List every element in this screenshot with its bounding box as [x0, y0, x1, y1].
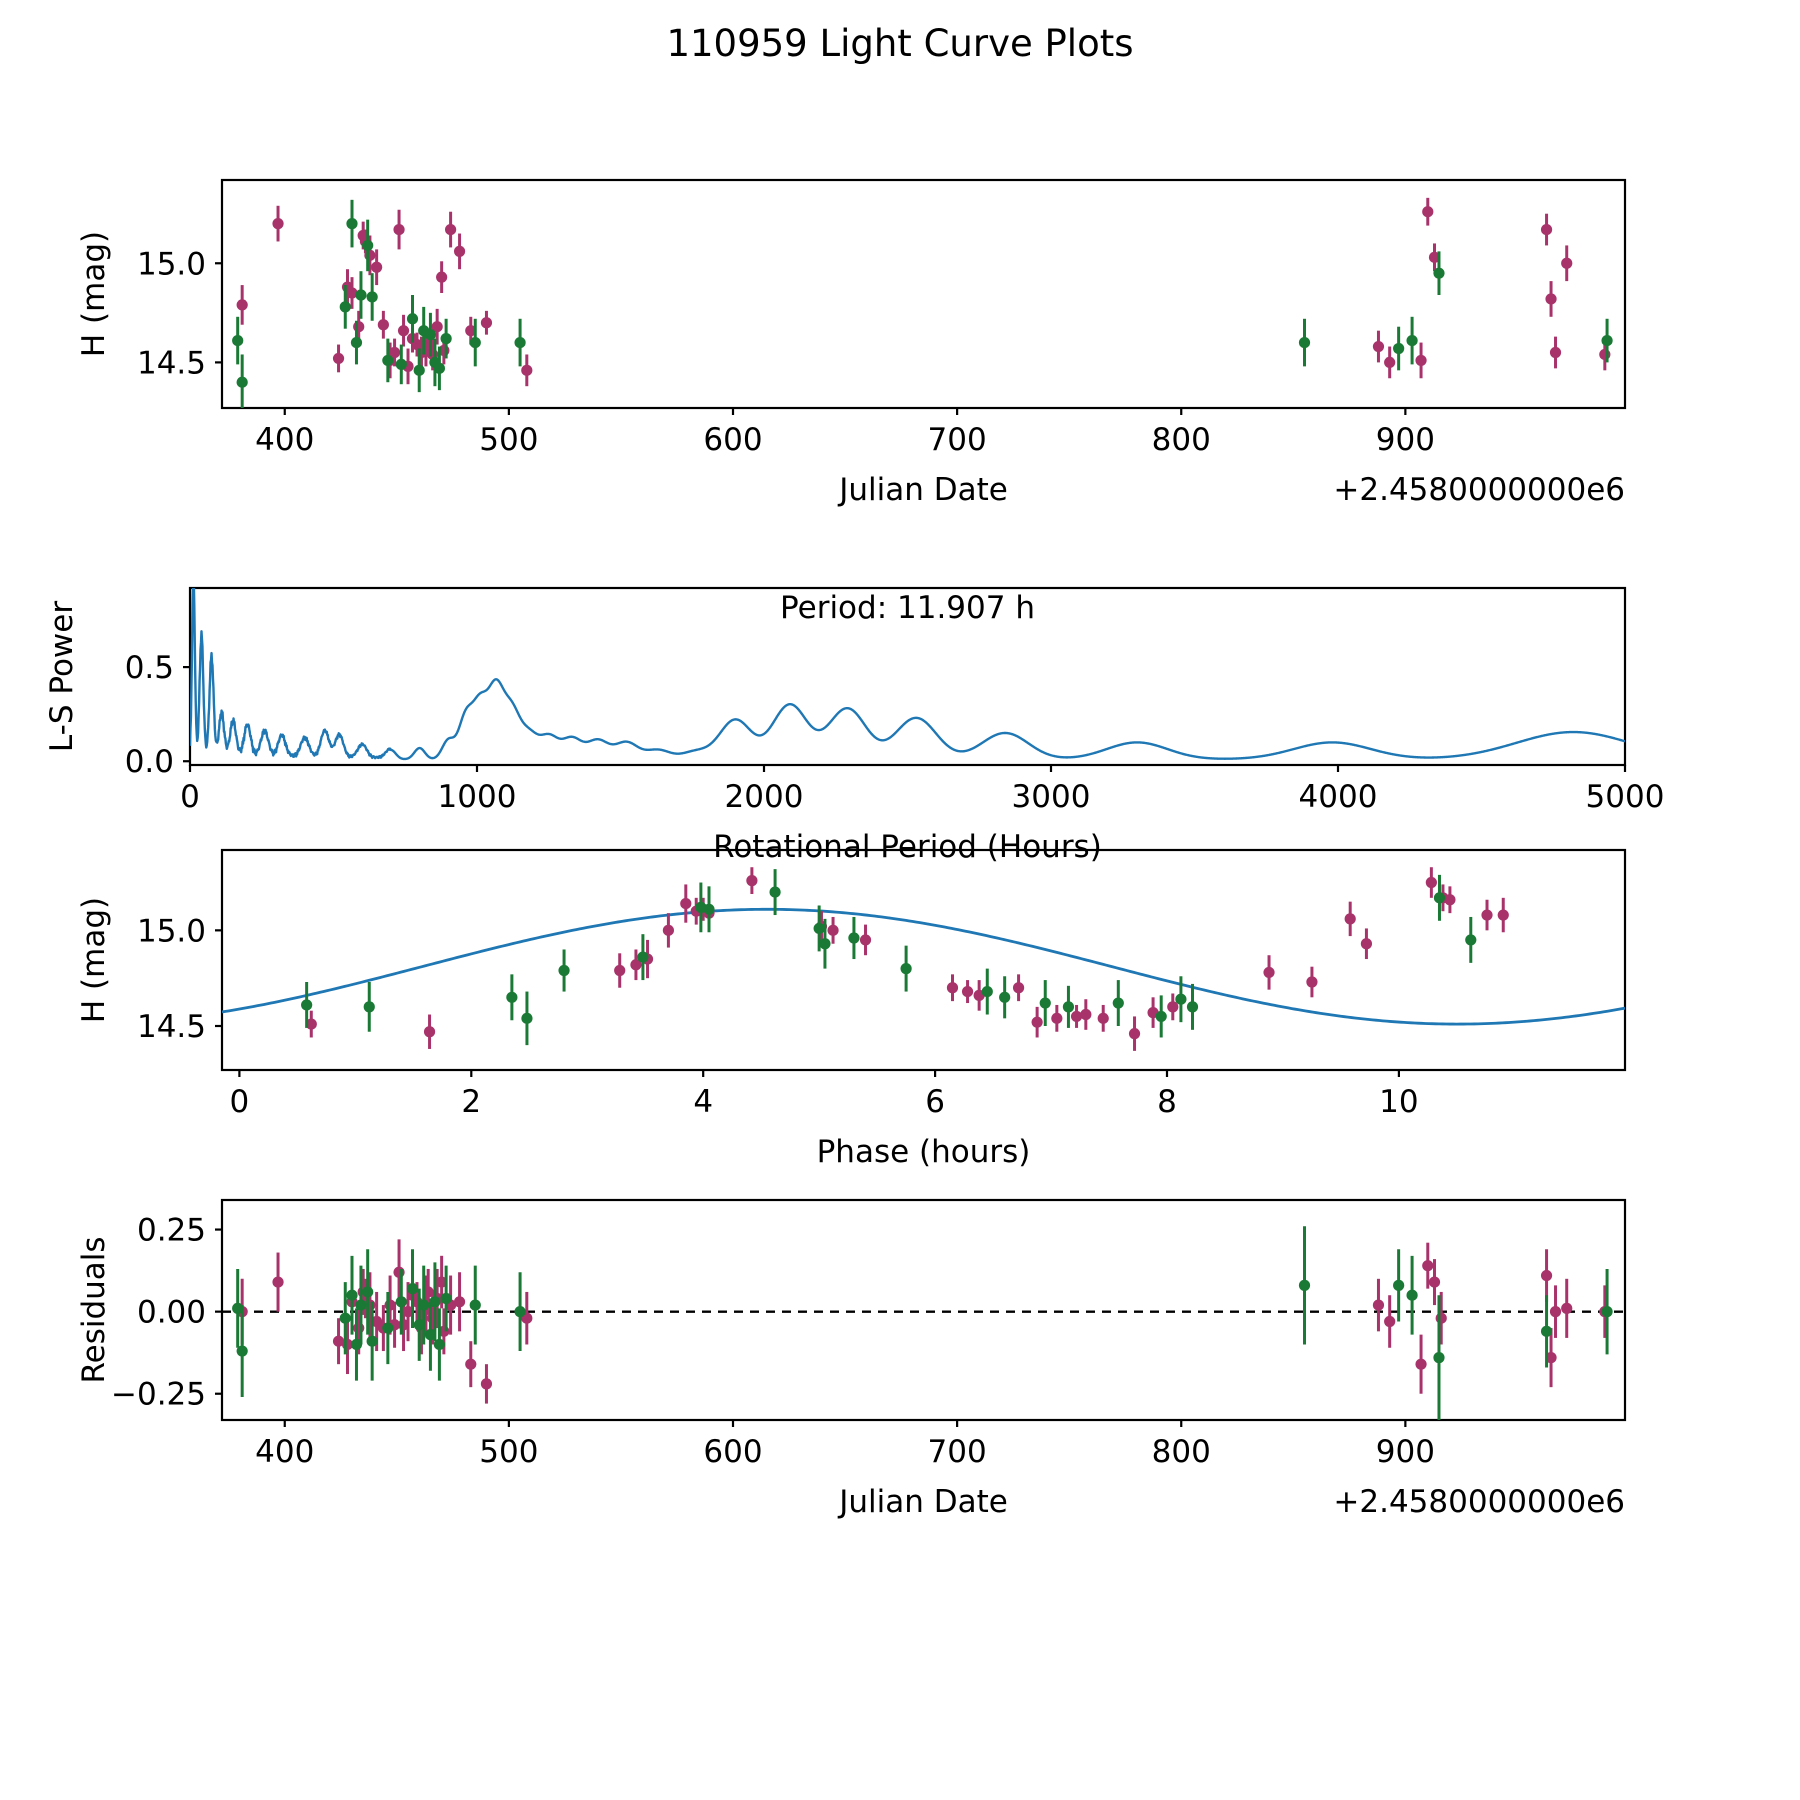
x-tick-label: 4 — [693, 1084, 713, 1120]
plot-area — [232, 1226, 1613, 1420]
x-tick-label: 8 — [1157, 1084, 1177, 1120]
y-tick-label: −0.25 — [111, 1377, 206, 1413]
plot-area — [190, 588, 1625, 761]
x-tick-label: 900 — [1376, 422, 1435, 458]
y-axis-label: H (mag) — [76, 231, 112, 357]
x-tick-label: 800 — [1152, 1434, 1211, 1470]
x-tick-label: 10 — [1379, 1084, 1418, 1120]
y-tick-label: 0.5 — [125, 650, 174, 686]
y-tick-label: 14.5 — [137, 1009, 206, 1045]
panel-phase-folded: 0 2 4 6 8 10 14.5 15.0 H (mag) Phase (hours) — [0, 830, 1800, 1170]
x-axis-offset-label: +2.4580000000e6 — [1333, 472, 1625, 508]
y-tick-label: 0.0 — [125, 744, 174, 780]
periodogram-line — [190, 588, 1625, 761]
sine-fit-curve — [222, 907, 1625, 1026]
panel-periodogram: 0 1000 2000 3000 4000 5000 0.0 0.5 L-S Power Rota… — [0, 570, 1800, 865]
x-axis-label: Julian Date — [837, 472, 1008, 508]
x-tick-label: 3000 — [1012, 779, 1091, 815]
x-tick-label: 5000 — [1586, 779, 1665, 815]
data-series-series_a — [236, 197, 1611, 387]
plot-frame — [220, 1198, 1627, 1422]
x-tick-label: 400 — [255, 422, 314, 458]
panel-raw-lightcurve: 400 500 600 700 800 900 14.5 15.0 H (mag) Julian … — [0, 150, 1800, 570]
data-series-series_b — [232, 199, 1613, 408]
x-tick-label: 900 — [1376, 1434, 1435, 1470]
x-tick-label: 1000 — [438, 779, 517, 815]
x-tick-label: 700 — [928, 422, 987, 458]
plot-frame — [220, 848, 1627, 1072]
y-tick-label: 0.00 — [137, 1295, 206, 1331]
x-tick-label: 4000 — [1299, 779, 1378, 815]
y-axis-label: Residuals — [76, 1236, 112, 1383]
y-tick-label: 15.0 — [137, 913, 206, 949]
x-tick-label: 500 — [479, 1434, 538, 1470]
x-tick-label: 2000 — [725, 779, 804, 815]
x-tick-label: 6 — [925, 1084, 945, 1120]
x-axis-label: Phase (hours) — [817, 1134, 1031, 1170]
x-tick-label: 800 — [1152, 422, 1211, 458]
panel-residuals: 400 500 600 700 800 900 −0.25 0.00 0.25 Residuals… — [0, 1170, 1800, 1520]
y-tick-label: 15.0 — [137, 246, 206, 282]
period-annotation: Period: 11.907 h — [780, 590, 1035, 626]
x-axis-label: Rotational Period (Hours) — [713, 829, 1102, 865]
data-series-series_b — [301, 869, 1477, 1046]
figure-title: 110959 Light Curve Plots — [666, 22, 1134, 65]
x-tick-label: 400 — [255, 1434, 314, 1470]
plot-area — [222, 867, 1625, 1051]
x-tick-label: 500 — [479, 422, 538, 458]
x-tick-label: 600 — [703, 422, 762, 458]
x-axis-offset-label: +2.4580000000e6 — [1333, 1484, 1625, 1520]
x-tick-label: 600 — [703, 1434, 762, 1470]
plot-frame — [188, 586, 1627, 767]
data-series-series_b — [232, 1226, 1613, 1420]
y-tick-label: 14.5 — [137, 345, 206, 381]
plot-frame — [220, 178, 1627, 410]
x-tick-label: 0 — [230, 1084, 250, 1120]
x-axis-label: Julian Date — [837, 1484, 1008, 1520]
x-tick-label: 2 — [461, 1084, 481, 1120]
plot-area — [232, 197, 1613, 408]
data-series-series_a — [236, 1239, 1611, 1404]
y-tick-label: 0.25 — [137, 1213, 206, 1249]
x-tick-label: 0 — [180, 779, 200, 815]
x-tick-label: 700 — [928, 1434, 987, 1470]
y-axis-label: H (mag) — [76, 897, 112, 1023]
y-axis-label: L-S Power — [44, 601, 80, 752]
